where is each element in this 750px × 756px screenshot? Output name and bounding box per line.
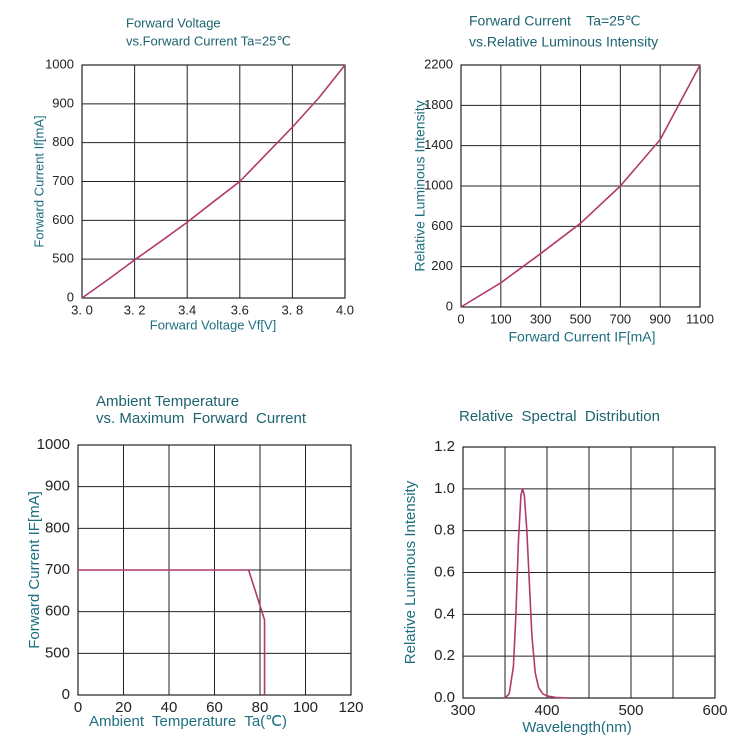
chart-subtitle: vs.Relative Luminous Intensity [469, 34, 658, 50]
plot-frame [460, 64, 701, 308]
y-tick-label: 800 [52, 134, 74, 149]
y-tick-label: 1.2 [434, 438, 455, 455]
x-tick-label: 0 [74, 699, 82, 716]
x-axis-label: Forward Current IF[mA] [508, 329, 655, 345]
x-tick-label: 100 [490, 311, 512, 326]
x-tick-label: 1100 [686, 311, 714, 326]
plot-frame [462, 446, 716, 699]
y-tick-label: 1000 [45, 56, 74, 71]
x-tick-label: 400 [534, 702, 559, 719]
y-tick-label: 2200 [424, 56, 453, 71]
x-tick-label: 900 [649, 311, 671, 326]
x-tick-label: 3.4 [178, 302, 196, 317]
data-line [460, 64, 701, 308]
y-tick-label: 0.0 [434, 689, 455, 706]
y-tick-label: 1.0 [434, 480, 455, 497]
x-tick-label: 120 [338, 699, 363, 716]
y-tick-label: 1000 [424, 177, 453, 192]
y-tick-label: 0 [67, 289, 74, 304]
x-tick-label: 600 [702, 702, 727, 719]
y-axis-label: Forward Current If[mA] [31, 115, 46, 247]
y-tick-label: 0.6 [434, 563, 455, 580]
chart-title: Forward Current Ta=25℃ [469, 13, 640, 29]
plot-frame [81, 64, 346, 299]
chart-title: Ambient Temperature [96, 393, 239, 410]
y-tick-label: 700 [45, 561, 70, 578]
y-tick-label: 600 [45, 603, 70, 620]
y-tick-label: 600 [52, 212, 74, 227]
chart-title: Forward Voltage [126, 15, 221, 30]
y-tick-label: 1400 [424, 137, 453, 152]
y-tick-label: 1000 [37, 436, 70, 453]
y-tick-label: 900 [52, 95, 74, 110]
y-tick-label: 0 [62, 686, 70, 703]
y-tick-label: 500 [45, 644, 70, 661]
y-tick-label: 0.8 [434, 522, 455, 539]
y-tick-label: 200 [431, 258, 453, 273]
x-tick-label: 60 [206, 699, 223, 716]
chart-title: Relative Spectral Distribution [459, 408, 660, 425]
y-axis-label: Forward Current IF[mA] [26, 491, 43, 649]
x-axis-label: Forward Voltage Vf[V] [150, 317, 276, 332]
x-axis-label: Ambient Temperature Ta(℃) [89, 713, 287, 730]
data-line [504, 488, 569, 699]
x-tick-label: 3. 8 [282, 302, 304, 317]
x-tick-label: 500 [570, 311, 592, 326]
y-tick-label: 0.2 [434, 647, 455, 664]
data-line [81, 64, 346, 299]
y-tick-label: 0 [446, 298, 453, 313]
x-tick-label: 3. 2 [124, 302, 146, 317]
x-tick-label: 4.0 [336, 302, 354, 317]
x-tick-label: 300 [530, 311, 552, 326]
y-tick-label: 1800 [424, 97, 453, 112]
x-tick-label: 20 [115, 699, 132, 716]
y-tick-label: 900 [45, 478, 70, 495]
data-line [78, 569, 266, 695]
y-tick-label: 500 [52, 251, 74, 266]
y-tick-label: 600 [431, 218, 453, 233]
x-axis-label: Wavelength(nm) [522, 719, 631, 736]
x-tick-label: 300 [450, 702, 475, 719]
x-tick-label: 700 [609, 311, 631, 326]
x-tick-label: 100 [293, 699, 318, 716]
chart-subtitle: vs.Forward Current Ta=25℃ [126, 33, 291, 48]
x-tick-label: 40 [161, 699, 178, 716]
chart-subtitle: vs. Maximum Forward Current [96, 410, 307, 427]
x-tick-label: 3.6 [231, 302, 249, 317]
y-axis-label: Relative Luminous Intensity [412, 100, 428, 271]
y-tick-label: 800 [45, 519, 70, 536]
y-tick-label: 0.4 [434, 605, 455, 622]
x-tick-label: 500 [618, 702, 643, 719]
y-axis-label: Relative Luminous Intensity [402, 480, 419, 664]
x-tick-label: 3. 0 [71, 302, 93, 317]
x-tick-label: 80 [252, 699, 269, 716]
y-tick-label: 700 [52, 173, 74, 188]
x-tick-label: 0 [457, 311, 464, 326]
